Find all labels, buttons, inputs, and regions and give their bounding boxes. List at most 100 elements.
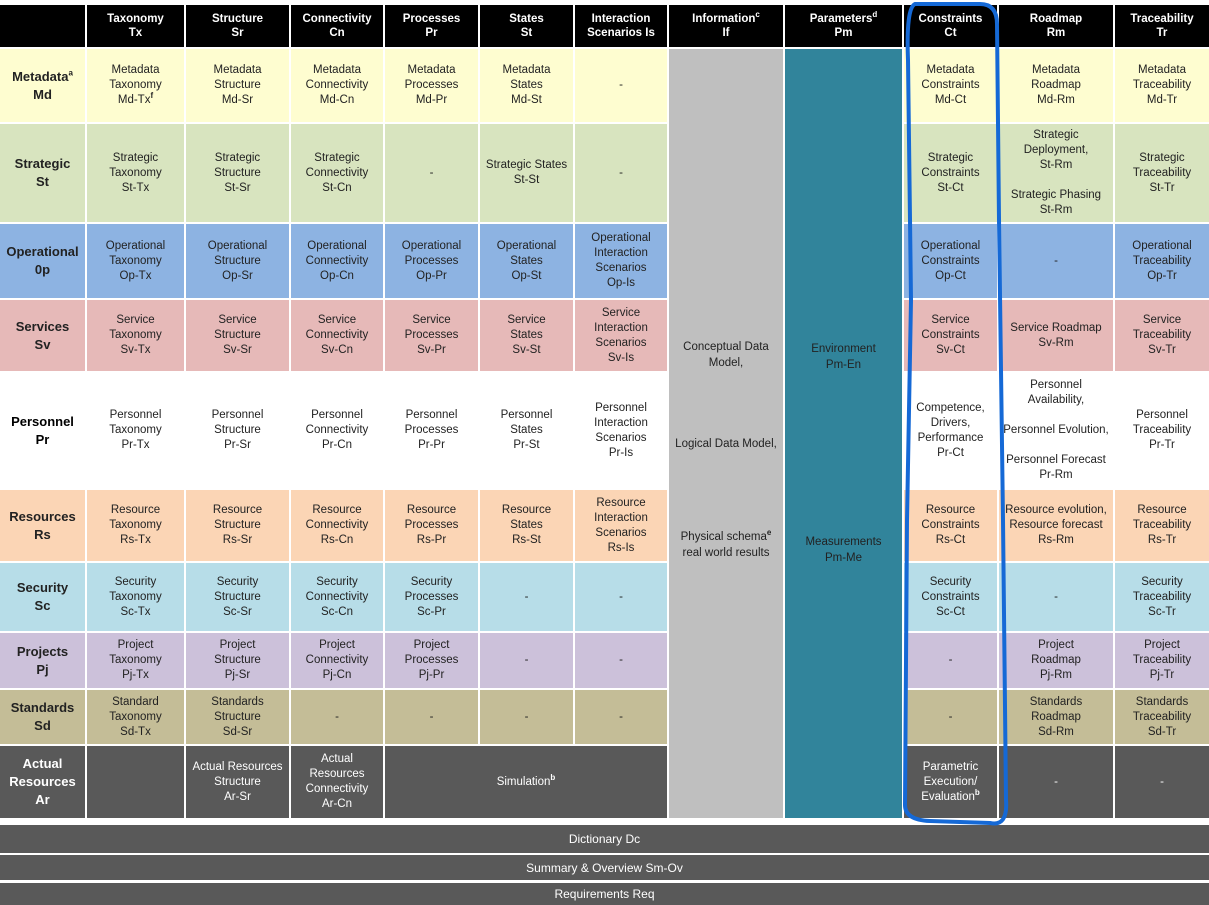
grid-cell: Resource Processes Rs-Pr (385, 490, 478, 561)
row-name: Personnel (11, 413, 74, 429)
cell-text-wrap: Operational Taxonomy Op-Tx (106, 239, 165, 284)
grid-cell: Resource Traceability Rs-Tr (1115, 490, 1209, 561)
cell-text-wrap: - (619, 78, 623, 93)
cell-text: Operational Traceability Op-Tr (1132, 239, 1192, 282)
cell-text: Resource Structure Rs-Sr (212, 504, 263, 546)
cell-text-wrap: - (1054, 775, 1058, 790)
grid-cell: - (480, 633, 573, 688)
cell-text: Operational Processes Op-Pr (401, 239, 462, 282)
column-code: Pm (834, 27, 853, 39)
cell-text-wrap: Resource Processes Rs-Pr (405, 503, 459, 548)
grid-cell: Actual Resources Connectivity Ar-Cn (291, 746, 383, 818)
cell-text-wrap: Personnel Structure Pr-Sr (212, 408, 264, 453)
column-header-text: Constraints Ct (919, 12, 983, 40)
cell-text-wrap: Resource Connectivity Rs-Cn (306, 503, 369, 548)
cell-text-wrap: Service Roadmap Sv-Rm (1010, 321, 1101, 351)
cell-text-wrap: Resource Interaction Scenarios Rs-Is (594, 496, 648, 556)
column-header-if: Informationc If (669, 5, 783, 47)
information-physical-text: Physical schema (680, 531, 767, 543)
grid-cell: Project Processes Pj-Pr (385, 633, 478, 688)
column-name: Taxonomy (107, 13, 164, 25)
row-code: Sd (34, 718, 51, 733)
bottom-bar-0: Dictionary Dc (0, 825, 1209, 853)
cell-text-wrap: Strategic Structure St-Sr (214, 151, 261, 196)
parameters-environment: Environment Pm-En (811, 343, 876, 371)
cell-text: Actual Resources Structure Ar-Sr (192, 760, 283, 803)
grid-cell: Metadata Connectivity Md-Cn (291, 49, 383, 122)
cell-text: - (1054, 590, 1058, 603)
cell-text-wrap: Operational Structure Op-Sr (208, 239, 267, 284)
bottom-bar-1: Summary & Overview Sm-Ov (0, 855, 1209, 880)
cell-text-wrap: Resource States Rs-St (502, 503, 551, 548)
row-label-text: Standards Sd (11, 699, 75, 735)
grid-cell: Resource Taxonomy Rs-Tx (87, 490, 184, 561)
row-label-text: Services Sv (16, 318, 70, 354)
cell-text-wrap: Project Traceability Pj-Tr (1133, 638, 1191, 683)
cell-text: Security Traceability Sc-Tr (1132, 575, 1192, 618)
cell-text: Security Constraints Sc-Ct (921, 575, 980, 618)
cell-text-wrap: Strategic Connectivity St-Cn (306, 151, 369, 196)
cell-text-wrap: Personnel Connectivity Pr-Cn (306, 408, 369, 453)
cell-text-wrap: - (619, 710, 623, 725)
cell-text-wrap: Service Taxonomy Sv-Tx (109, 313, 161, 358)
row-name: Operational (6, 244, 79, 259)
grid-cell: Operational Traceability Op-Tr (1115, 224, 1209, 298)
column-header-pm: Parametersd Pm (785, 5, 902, 47)
grid-cell: - (904, 633, 997, 688)
grid-cell: Security Taxonomy Sc-Tx (87, 563, 184, 631)
grid-cell: - (999, 563, 1113, 631)
cell-text-wrap: Service Constraints Sv-Ct (921, 313, 979, 358)
row-name: Security (16, 580, 69, 595)
row-label-0p: Operational 0p (0, 224, 85, 298)
cell-text-wrap: Security Processes Sc-Pr (405, 575, 459, 620)
cell-text-wrap: Simulationb (496, 773, 556, 790)
cell-text-wrap: Operational Interaction Scenarios Op-Is (591, 231, 650, 291)
column-header-text: Taxonomy Tx (107, 12, 164, 40)
cell-text-wrap: Resource evolution, Resource forecast Rs… (1005, 503, 1107, 548)
cell-text-wrap: Operational Processes Op-Pr (402, 239, 461, 284)
cell-text: Metadata Processes Md-Pr (404, 64, 459, 106)
grid-cell: Operational Processes Op-Pr (385, 224, 478, 298)
cell-text: - (619, 654, 623, 666)
column-header-cn: Connectivity Cn (291, 5, 383, 47)
cell-text-wrap: Standards Traceability Sd-Tr (1133, 695, 1191, 740)
row-label-ar: Actual Resources Ar (0, 746, 85, 818)
grid-cell: Security Connectivity Sc-Cn (291, 563, 383, 631)
grid-cell: Project Traceability Pj-Tr (1115, 633, 1209, 688)
cell-text-wrap: Metadata Connectivity Md-Cn (306, 63, 369, 108)
cell-text-wrap: Project Structure Pj-Sr (214, 638, 261, 683)
grid-cell: Metadata Traceability Md-Tr (1115, 49, 1209, 122)
column-header-rm: Roadmap Rm (999, 5, 1113, 47)
cell-text-wrap: Strategic Deployment, St-Rm Strategic Ph… (1011, 128, 1101, 218)
cell-text: Competence, Drivers, Performance Pr-Ct (916, 401, 985, 459)
cell-text: Metadata States Md-St (502, 64, 551, 106)
cell-text: Resource Taxonomy Rs-Tx (109, 504, 162, 546)
cell-text-wrap: - (335, 710, 339, 725)
cell-text: - (1054, 775, 1058, 788)
grid-cell: Personnel Traceability Pr-Tr (1115, 373, 1209, 488)
cell-text: Strategic Deployment, St-Rm Strategic Ph… (1010, 129, 1102, 216)
cell-text: Standard Taxonomy Sd-Tx (109, 695, 162, 738)
column-code: St (520, 27, 533, 39)
grid-cell: Resource evolution, Resource forecast Rs… (999, 490, 1113, 561)
grid-cell: - (999, 224, 1113, 298)
row-code: Pr (35, 431, 50, 447)
cell-text: Security Connectivity Sc-Cn (305, 575, 369, 618)
column-header-tr: Traceability Tr (1115, 5, 1209, 47)
grid-cell: Project Structure Pj-Sr (186, 633, 289, 688)
cell-text: Simulation (496, 775, 551, 788)
row-label-text: Actual Resources Ar (9, 755, 75, 809)
row-label-pr: Personnel Pr (0, 373, 85, 488)
cell-text: Standards Traceability Sd-Tr (1132, 695, 1192, 738)
cell-text: Metadata Structure Md-Sr (213, 64, 262, 106)
grid-cell: Service Constraints Sv-Ct (904, 300, 997, 371)
row-code: Pj (36, 661, 49, 677)
grid-cell: Standards Structure Sd-Sr (186, 690, 289, 744)
column-header-tx: Taxonomy Tx (87, 5, 184, 47)
grid-cell: Metadata Taxonomy Md-Txf (87, 49, 184, 122)
cell-text: Service Roadmap Sv-Rm (1010, 321, 1102, 349)
grid-cell: Strategic Deployment, St-Rm Strategic Ph… (999, 124, 1113, 222)
row-name: Standards (10, 700, 75, 715)
grid-cell: Metadata Roadmap Md-Rm (999, 49, 1113, 122)
cell-text: Operational Interaction Scenarios Op-Is (591, 232, 651, 289)
